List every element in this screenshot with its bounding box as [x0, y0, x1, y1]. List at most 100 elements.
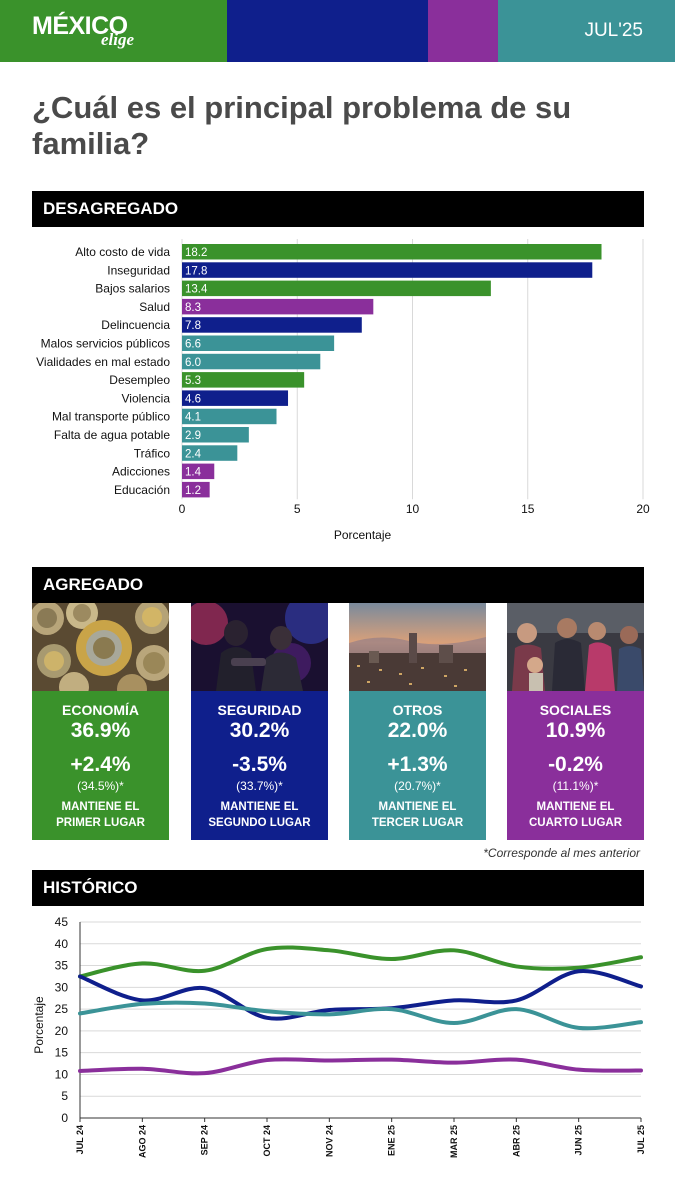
x-tick-label: JUL 25 — [636, 1125, 646, 1154]
card-change: +2.4% — [70, 753, 131, 776]
category-label: Alto costo de vida — [75, 245, 170, 259]
category-label: Violencia — [122, 391, 171, 405]
category-label: Falta de agua potable — [54, 428, 170, 442]
category-label: Mal transporte público — [52, 410, 170, 424]
bar — [182, 445, 238, 461]
card-previous: (33.7%)* — [236, 779, 283, 793]
series-line — [78, 945, 643, 979]
category-label: Malos servicios públicos — [41, 337, 170, 351]
bar-value-label: 17.8 — [185, 265, 207, 277]
y-tick-label: 45 — [55, 915, 69, 929]
category-label: Inseguridad — [107, 263, 170, 277]
card-otros-body: OTROS 22.0% +1.3% (20.7%)* MANTIENE EL T… — [349, 691, 486, 840]
card-value: 10.9% — [545, 719, 606, 742]
bar — [182, 353, 321, 370]
card-category: ECONOMÍA — [62, 702, 139, 718]
header-teal-block: JUL'25 — [498, 0, 675, 62]
header-purple-block — [428, 0, 498, 62]
bar-value-label: 5.3 — [185, 375, 201, 387]
bar-value-label: 4.1 — [185, 412, 201, 424]
card-status: MANTIENE EL SEGUNDO LUGAR — [208, 801, 311, 829]
category-label: Desempleo — [109, 373, 170, 387]
category-label: Educación — [114, 483, 170, 497]
card-sociales-body: SOCIALES 10.9% -0.2% (11.1%)* MANTIENE E… — [507, 691, 644, 840]
category-label: Delincuencia — [101, 318, 170, 332]
bar-value-label: 2.4 — [185, 448, 202, 460]
x-tick-label: 10 — [406, 502, 420, 516]
bar-value-label: 2.9 — [185, 430, 201, 442]
bar — [182, 335, 335, 351]
question-title: ¿Cuál es el principal problema de su fam… — [32, 90, 572, 161]
footnote: *Corresponde al mes anterior — [483, 846, 640, 860]
y-tick-label: 20 — [55, 1024, 69, 1038]
y-tick-label: 40 — [55, 937, 69, 951]
bar — [182, 463, 215, 480]
category-label: Adicciones — [112, 465, 170, 479]
x-tick-label: JUL 24 — [75, 1125, 85, 1154]
card-seguridad: SEGURIDAD 30.2% -3.5% (33.7%)* MANTIENE … — [191, 603, 328, 840]
coins-photo — [32, 603, 169, 691]
header-banner: MÉXICO elige JUL'25 — [0, 0, 675, 62]
y-tick-label: 5 — [61, 1089, 68, 1103]
x-tick-label: NOV 24 — [324, 1125, 334, 1157]
bar-value-label: 6.6 — [185, 339, 201, 351]
bar-value-label: 6.0 — [185, 357, 201, 369]
y-tick-label: 0 — [61, 1111, 68, 1125]
card-status: MANTIENE EL TERCER LUGAR — [371, 801, 464, 829]
y-tick-label: 25 — [55, 1002, 69, 1016]
series-line — [78, 1057, 643, 1076]
card-economia: ECONOMÍA 36.9% +2.4% (34.5%)* MANTIENE E… — [32, 603, 169, 840]
x-tick-label: 0 — [179, 502, 186, 516]
bar — [182, 408, 277, 425]
card-change: -3.5% — [232, 753, 287, 776]
card-category: SEGURIDAD — [217, 702, 302, 718]
card-change: +1.3% — [387, 753, 448, 776]
header-green-block: MÉXICO elige — [0, 0, 227, 62]
logo-subtext: elige — [101, 30, 135, 49]
card-sociales: SOCIALES 10.9% -0.2% (11.1%)* MANTIENE E… — [507, 603, 644, 840]
series-line — [78, 969, 643, 1021]
category-label: Salud — [139, 300, 170, 314]
category-label: Bajos salarios — [95, 282, 170, 296]
bar-value-label: 7.8 — [185, 320, 201, 332]
x-tick-label: SEP 24 — [200, 1125, 210, 1155]
bar — [182, 390, 289, 406]
people-photo — [507, 603, 644, 691]
card-category: SOCIALES — [539, 702, 612, 718]
x-tick-label: 15 — [521, 502, 535, 516]
card-value: 22.0% — [387, 719, 448, 742]
y-tick-label: 35 — [55, 959, 69, 973]
category-label: Tráfico — [134, 446, 171, 460]
card-previous: (34.5%)* — [77, 779, 124, 793]
bar — [182, 481, 210, 498]
y-tick-label: 15 — [55, 1046, 69, 1060]
x-tick-label: ENE 25 — [387, 1125, 397, 1156]
x-tick-label: 20 — [636, 502, 650, 516]
bar-value-label: 4.6 — [185, 393, 201, 405]
bar-value-label: 1.2 — [185, 485, 201, 497]
x-axis-label: Porcentaje — [334, 528, 392, 542]
bar — [182, 298, 374, 315]
card-previous: (20.7%)* — [394, 779, 441, 793]
bar — [182, 427, 249, 443]
card-status: MANTIENE EL CUARTO LUGAR — [528, 801, 623, 829]
x-tick-label: AGO 24 — [137, 1125, 147, 1158]
section-header-historico: HISTÓRICO — [32, 870, 644, 906]
bar-value-label: 8.3 — [185, 302, 201, 314]
line-chart-historico: 0 5 10 15 20 25 30 35 40 45 Porcentaje JUL 24 AGO 24… — [32, 915, 646, 1158]
x-tick-label: MAR 25 — [449, 1125, 459, 1158]
card-economia-body: ECONOMÍA 36.9% +2.4% (34.5%)* MANTIENE E… — [32, 691, 169, 840]
police-photo — [191, 603, 328, 691]
card-change: -0.2% — [548, 753, 603, 776]
bar-chart-desagregado: 0 5 10 15 20 Porcentaje Alto costo de vida 18.2… — [36, 239, 650, 542]
bar-value-label: 1.4 — [185, 467, 202, 479]
y-tick-label: 30 — [55, 980, 69, 994]
x-tick-label: 5 — [294, 502, 301, 516]
section-header-desagregado: DESAGREGADO — [32, 191, 644, 227]
logo-text: MÉXICO — [32, 12, 128, 40]
bar — [182, 244, 602, 260]
y-tick-label: 10 — [55, 1067, 69, 1081]
x-tick-label: JUN 25 — [574, 1125, 584, 1156]
bar — [182, 317, 362, 333]
header-blue-block — [227, 0, 428, 62]
